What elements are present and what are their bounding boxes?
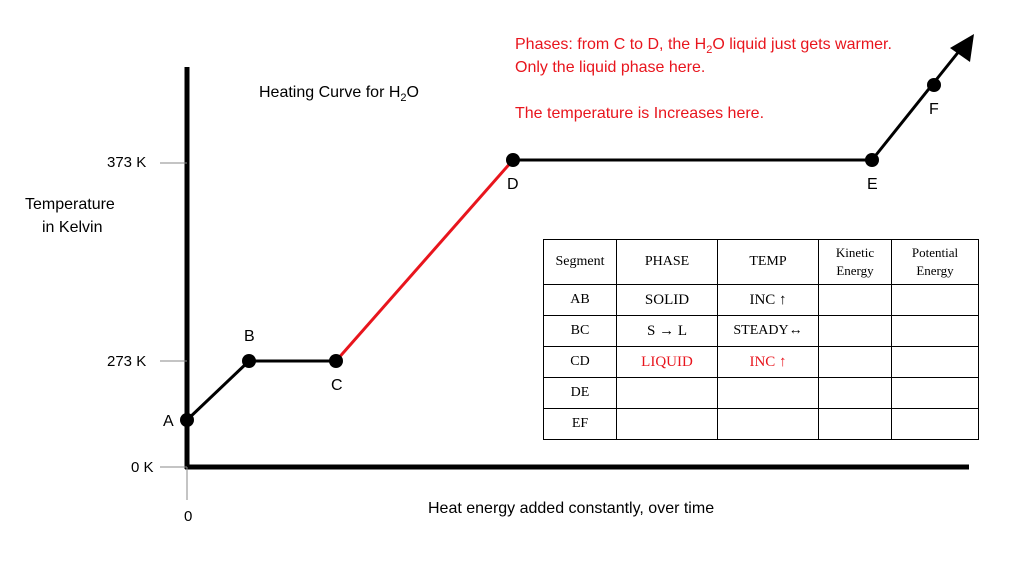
cell-segment: EF (543, 408, 617, 440)
arrow-head (950, 34, 974, 62)
header-temp: TEMP (717, 239, 819, 285)
cell-phase (616, 408, 718, 440)
point-label-e: E (867, 176, 878, 193)
cell-phase: LIQUID (616, 346, 718, 378)
y-tick-label-0: 0 K (131, 459, 154, 476)
cell-temp: INC ↑ (717, 346, 819, 378)
cell-kinetic (818, 315, 892, 347)
cell-potential (891, 315, 979, 347)
point-label-d: D (507, 176, 519, 193)
segment-cd (334, 159, 515, 362)
y-tick-label-273: 273 K (107, 353, 147, 370)
cell-potential (891, 408, 979, 440)
cell-segment: BC (543, 315, 617, 347)
cell-phase (616, 377, 718, 409)
note-line-2: Only the liquid phase here. (515, 59, 706, 76)
cell-temp (717, 408, 819, 440)
table-row: CD LIQUID INC ↑ (543, 346, 979, 378)
point-f (927, 78, 941, 92)
note-line-3: The temperature is Increases here. (515, 105, 765, 122)
y-axis-label-line1: Temperature (25, 196, 115, 213)
point-label-c: C (331, 377, 343, 394)
point-d (506, 153, 520, 167)
header-kinetic-energy: Kinetic Energy (818, 239, 892, 285)
x-axis-label: Heat energy added constantly, over time (428, 500, 715, 517)
cell-temp: INC ↑ (717, 284, 819, 316)
cell-segment: DE (543, 377, 617, 409)
cell-temp: STEADY↔ (717, 315, 819, 347)
segment-table: Segment PHASE TEMP Kinetic Energy Potent… (543, 239, 979, 440)
y-tick-label-373: 373 K (107, 154, 147, 171)
table-row: AB SOLID INC ↑ (543, 284, 979, 316)
point-c (329, 354, 343, 368)
note-line-1: Phases: from C to D, the H2O liquid just… (515, 36, 892, 57)
segment-ef (870, 49, 962, 161)
cell-segment: CD (543, 346, 617, 378)
chart-title: Heating Curve for H2O (259, 84, 419, 105)
cell-kinetic (818, 284, 892, 316)
cell-phase: S → L (616, 315, 718, 347)
point-label-f: F (929, 101, 939, 118)
table-row: DE (543, 377, 979, 409)
cell-phase: SOLID (616, 284, 718, 316)
point-a (180, 413, 194, 427)
x-origin-label: 0 (184, 508, 193, 525)
cell-kinetic (818, 377, 892, 409)
cell-kinetic (818, 346, 892, 378)
cell-potential (891, 377, 979, 409)
cell-potential (891, 346, 979, 378)
point-b (242, 354, 256, 368)
table-row: BC S → L STEADY↔ (543, 315, 979, 347)
header-potential-energy: Potential Energy (891, 239, 979, 285)
cell-temp (717, 377, 819, 409)
point-e (865, 153, 879, 167)
cell-segment: AB (543, 284, 617, 316)
header-phase: PHASE (616, 239, 718, 285)
header-segment: Segment (543, 239, 617, 285)
point-label-b: B (244, 328, 255, 345)
table-row: EF (543, 408, 979, 440)
segment-ab (185, 359, 251, 422)
y-axis-label-line2: in Kelvin (42, 219, 103, 236)
cell-potential (891, 284, 979, 316)
point-label-a: A (163, 413, 174, 430)
cell-kinetic (818, 408, 892, 440)
table-header-row: Segment PHASE TEMP Kinetic Energy Potent… (543, 239, 979, 285)
